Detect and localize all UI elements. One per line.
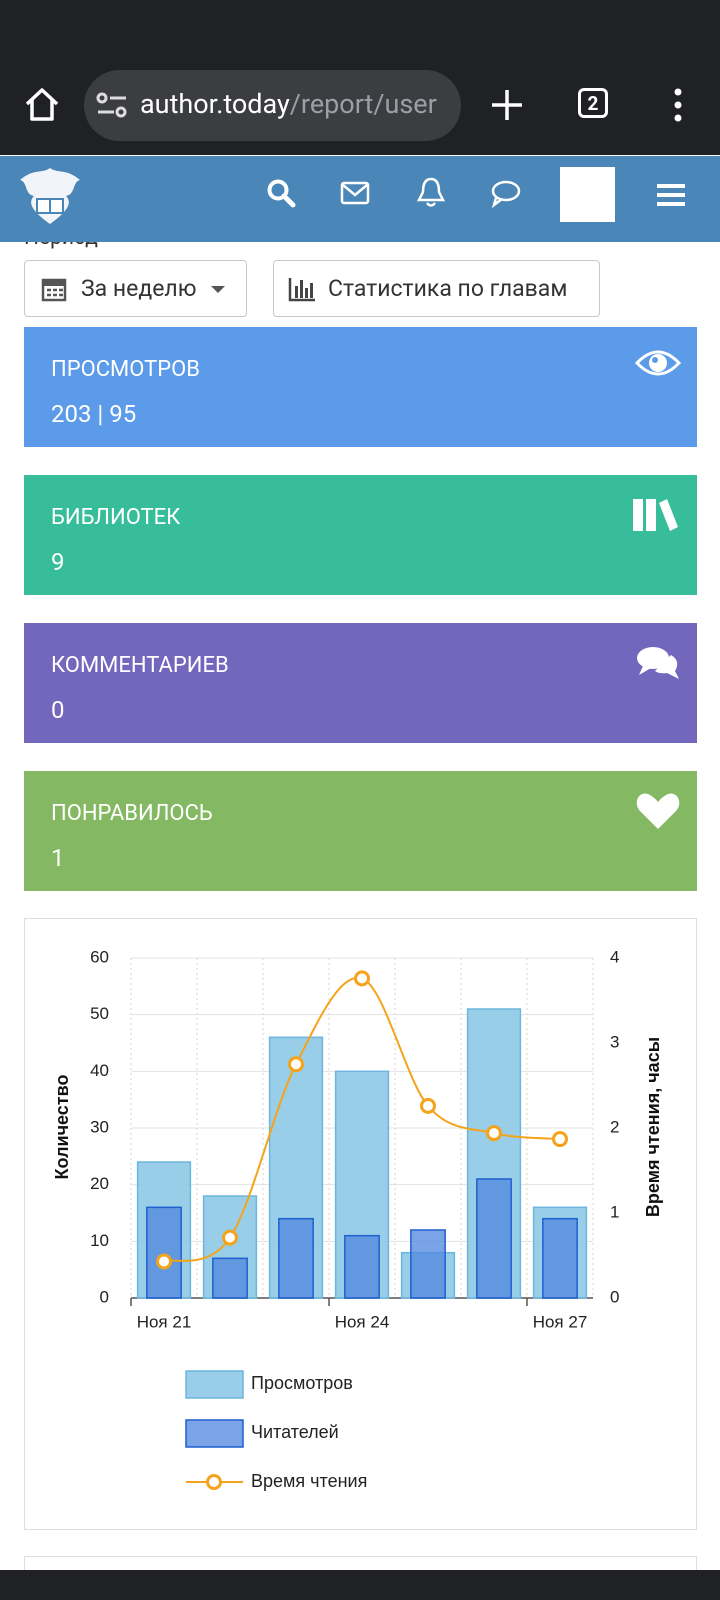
next-panel	[24, 1556, 697, 1570]
stat-value: 9	[51, 548, 65, 576]
y2-tick-label: 2	[610, 1117, 619, 1136]
caret	[211, 285, 226, 293]
url-path: /report/user	[289, 88, 437, 120]
new-tab-button[interactable]	[490, 88, 524, 122]
chart-panel	[24, 918, 697, 1530]
site-logo[interactable]	[14, 160, 86, 232]
x-tick-label: Ноя 24	[335, 1312, 390, 1331]
stat-label: ПРОСМОТРОВ	[51, 357, 200, 382]
line-point	[486, 1125, 502, 1142]
chat-icon[interactable]	[490, 178, 522, 208]
line-point	[222, 1229, 238, 1246]
site-header	[0, 156, 720, 242]
messages-icon[interactable]	[340, 181, 370, 205]
eye-icon	[635, 350, 681, 376]
stat-value: 1	[51, 844, 65, 872]
legend-label: Читателей	[251, 1422, 339, 1442]
home-button[interactable]	[22, 84, 62, 124]
line-point	[288, 1056, 304, 1073]
search-icon[interactable]	[266, 178, 296, 208]
x-tick-label: Ноя 21	[137, 1312, 192, 1331]
period-value: За неделю	[81, 275, 197, 302]
address-bar[interactable]	[84, 70, 461, 141]
calendar-icon	[41, 278, 67, 301]
stat-label: БИБЛИОТЕК	[51, 505, 181, 530]
legend-swatch	[185, 1370, 244, 1399]
stat-card: БИБЛИОТЕК 9	[24, 475, 697, 595]
tab-count[interactable]: 2	[578, 88, 608, 118]
chapters-button[interactable]: Статистика по главам	[273, 260, 600, 317]
site-info-icon[interactable]	[96, 90, 128, 120]
heart-icon	[636, 793, 680, 829]
library-icon	[633, 499, 678, 531]
hamburger-menu[interactable]	[656, 182, 686, 208]
line-point	[420, 1097, 436, 1114]
bar	[212, 1257, 248, 1299]
url-host: author.today	[140, 88, 290, 120]
y2-tick-label: 0	[610, 1287, 619, 1306]
bar	[542, 1217, 578, 1299]
bar	[410, 1229, 446, 1299]
browser-menu[interactable]	[670, 86, 686, 124]
avatar[interactable]	[560, 167, 615, 222]
y-tick-label: 10	[90, 1231, 109, 1250]
y-tick-label: 30	[90, 1117, 109, 1136]
y2-tick-label: 1	[610, 1202, 619, 1221]
legend-label: Время чтения	[251, 1471, 367, 1491]
stat-label: КОММЕНТАРИЕВ	[51, 653, 229, 678]
y-axis-title: Количество	[52, 1075, 72, 1180]
y2-axis-title: Время чтения, часы	[643, 1037, 663, 1217]
stat-value: 0	[51, 696, 65, 724]
url: author.today/report/user	[140, 88, 448, 120]
chapters-label: Статистика по главам	[328, 275, 568, 302]
bar-chart-icon	[288, 277, 315, 301]
line-point	[156, 1253, 172, 1270]
y-tick-label: 60	[90, 947, 109, 966]
bar	[278, 1217, 314, 1299]
y-tick-label: 0	[100, 1287, 109, 1306]
notifications-icon[interactable]	[416, 176, 446, 208]
x-tick-label: Ноя 27	[533, 1312, 588, 1331]
legend-label: Просмотров	[251, 1373, 353, 1393]
navigation-bar	[0, 1570, 720, 1600]
bar	[146, 1206, 182, 1299]
chart: Количество Время чтения, часы 0102030405…	[52, 947, 663, 1491]
line-point	[354, 970, 370, 987]
stat-card: ПОНРАВИЛОСЬ 1	[24, 771, 697, 891]
stat-value: 203 | 95	[51, 400, 137, 428]
stat-label: ПОНРАВИЛОСЬ	[51, 801, 213, 826]
comments-icon	[637, 647, 679, 679]
legend-swatch	[185, 1419, 244, 1448]
legend-marker	[206, 1474, 222, 1490]
y-tick-label: 40	[90, 1061, 109, 1080]
y-tick-label: 20	[90, 1174, 109, 1193]
bar	[344, 1234, 380, 1299]
period-dropdown[interactable]: За неделю	[24, 260, 247, 317]
y-tick-label: 50	[90, 1004, 109, 1023]
y2-tick-label: 4	[610, 947, 619, 966]
bar	[476, 1178, 512, 1299]
stat-card: ПРОСМОТРОВ 203 | 95	[24, 327, 697, 447]
stat-card: КОММЕНТАРИЕВ 0	[24, 623, 697, 743]
line-point	[552, 1131, 568, 1148]
y2-tick-label: 3	[610, 1032, 619, 1051]
